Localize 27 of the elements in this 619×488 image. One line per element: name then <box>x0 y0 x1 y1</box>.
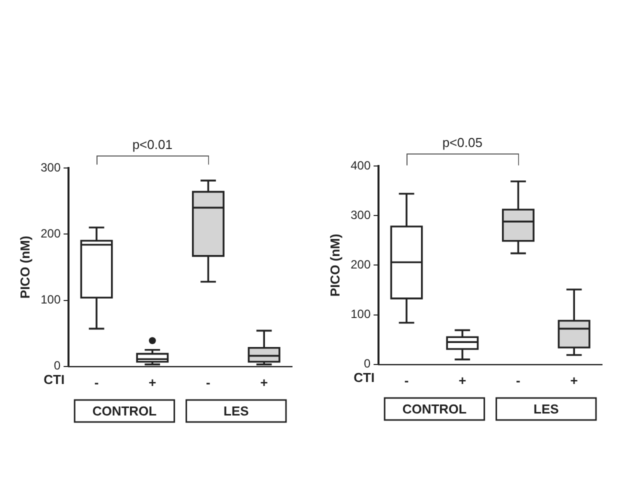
y-tick-label: 0 <box>54 358 61 373</box>
text: CONTROL <box>92 404 157 419</box>
x-tick-label: + <box>260 374 268 390</box>
y-tick-label: 100 <box>350 307 371 322</box>
y-tick-label: 200 <box>350 258 371 272</box>
x-tick-label: - <box>516 372 520 388</box>
y-tick-label: 400 <box>350 158 371 172</box>
text: CONTROL <box>402 402 467 417</box>
x-tick-label: + <box>148 374 157 390</box>
y-axis-title: PICO (nM) <box>327 234 342 297</box>
y-tick-label: 0 <box>364 356 371 371</box>
y-tick-label: 200 <box>40 226 61 240</box>
text: CTI <box>354 370 375 385</box>
text: LES <box>224 404 250 419</box>
x-tick-label: - <box>94 374 99 390</box>
text: CTI <box>44 372 65 387</box>
y-axis-title: PICO (nM) <box>17 236 32 299</box>
x-tick-label: - <box>404 372 409 388</box>
y-tick-label: 300 <box>40 160 61 174</box>
y-tick-label: 100 <box>40 292 61 307</box>
text: p<0.01 <box>132 137 172 152</box>
y-tick-label: 300 <box>350 208 371 222</box>
text: p<0.05 <box>442 135 482 150</box>
x-tick-label: - <box>206 374 210 390</box>
x-tick-label: + <box>570 372 578 388</box>
text: LES <box>534 402 560 417</box>
x-tick-label: + <box>458 372 467 388</box>
